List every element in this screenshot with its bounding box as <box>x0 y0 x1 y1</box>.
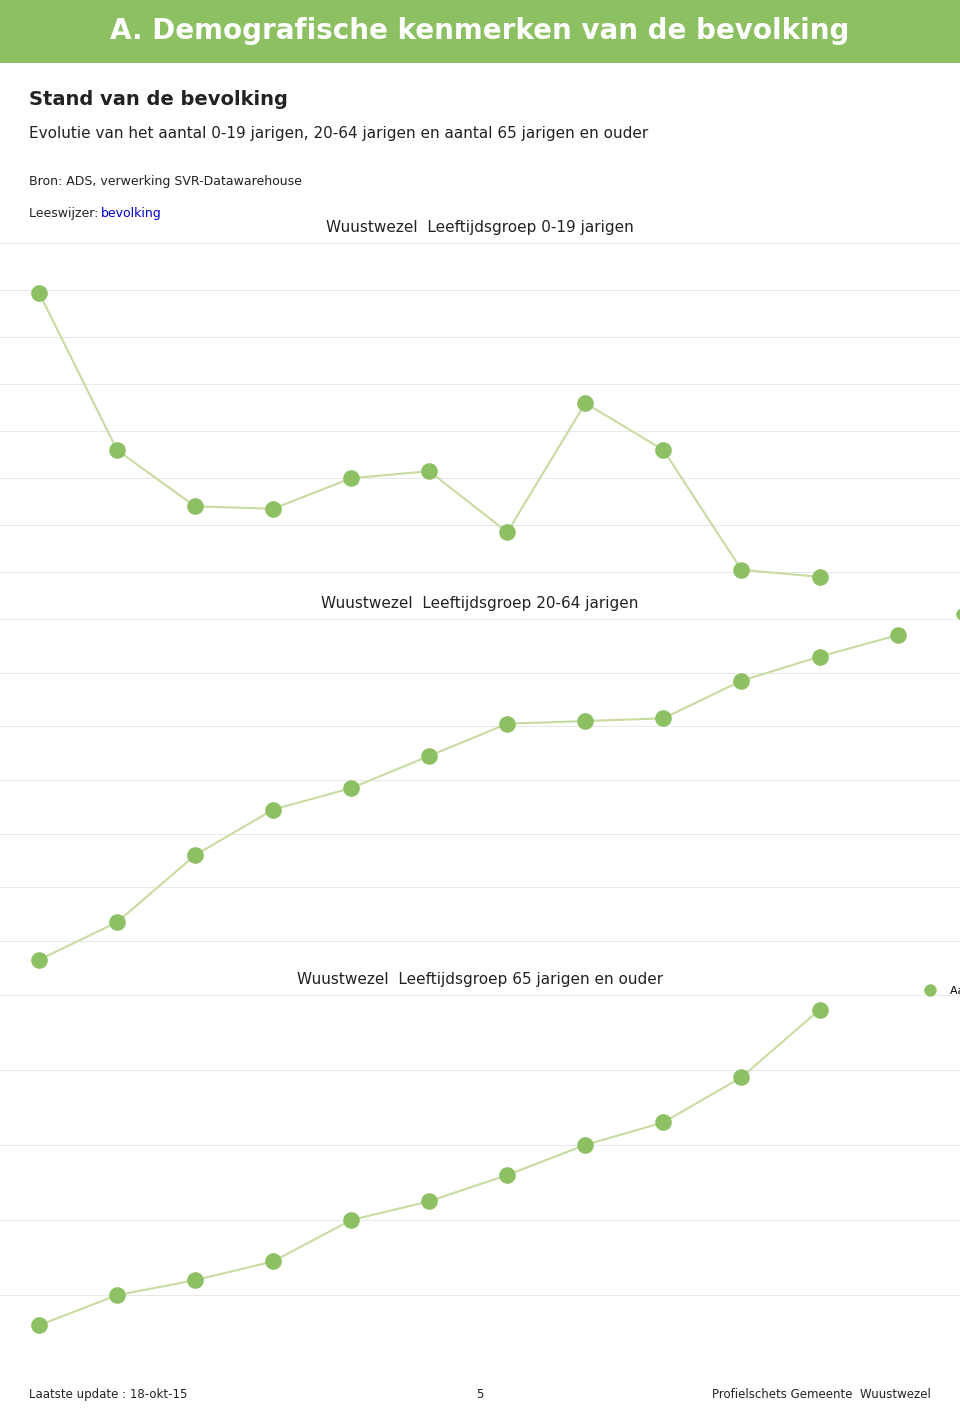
Point <box>812 999 828 1022</box>
Text: A. Demografische kenmerken van de bevolking: A. Demografische kenmerken van de bevolk… <box>110 17 850 45</box>
Point <box>656 707 671 729</box>
Point <box>578 392 593 414</box>
Point <box>733 559 749 582</box>
Point <box>421 1191 437 1213</box>
Text: Stand van de bevolking: Stand van de bevolking <box>29 89 288 109</box>
Point <box>499 521 515 543</box>
Point <box>266 498 281 521</box>
Text: Profielschets Gemeente  Wuustwezel: Profielschets Gemeente Wuustwezel <box>712 1388 931 1401</box>
Point <box>344 1209 359 1232</box>
Point <box>499 712 515 735</box>
Point <box>266 799 281 822</box>
Point <box>32 1314 47 1337</box>
Legend: Aantal inwoners (65j en ouder): Aantal inwoners (65j en ouder) <box>914 982 960 1000</box>
Point <box>109 438 125 461</box>
Point <box>266 1250 281 1273</box>
Point <box>187 495 203 518</box>
Point <box>812 646 828 668</box>
Legend: Aantal inwoners  (20-64j): Aantal inwoners (20-64j) <box>947 606 960 624</box>
Point <box>187 1269 203 1291</box>
Text: 5: 5 <box>476 1388 484 1401</box>
Point <box>656 438 671 461</box>
Title: Wuustwezel  Leeftijdsgroep 0-19 jarigen: Wuustwezel Leeftijdsgroep 0-19 jarigen <box>326 220 634 236</box>
Point <box>733 1066 749 1088</box>
Point <box>109 911 125 934</box>
Point <box>187 844 203 867</box>
Point <box>109 1284 125 1307</box>
Text: Bron: ADS, verwerking SVR-Datawarehouse: Bron: ADS, verwerking SVR-Datawarehouse <box>29 175 301 187</box>
Legend: Aantal inwoners (0-19j): Aantal inwoners (0-19j) <box>957 230 960 250</box>
Text: Leeswijzer:: Leeswijzer: <box>29 207 102 220</box>
Point <box>499 1164 515 1186</box>
Point <box>733 670 749 692</box>
Point <box>421 460 437 482</box>
Point <box>421 745 437 768</box>
Point <box>32 948 47 971</box>
Point <box>344 467 359 490</box>
Title: Wuustwezel  Leeftijdsgroep 20-64 jarigen: Wuustwezel Leeftijdsgroep 20-64 jarigen <box>322 596 638 612</box>
Point <box>656 1111 671 1134</box>
Title: Wuustwezel  Leeftijdsgroep 65 jarigen en ouder: Wuustwezel Leeftijdsgroep 65 jarigen en … <box>297 972 663 986</box>
Point <box>812 565 828 587</box>
Point <box>578 710 593 732</box>
Text: Laatste update : 18-okt-15: Laatste update : 18-okt-15 <box>29 1388 187 1401</box>
Text: Evolutie van het aantal 0-19 jarigen, 20-64 jarigen en aantal 65 jarigen en oude: Evolutie van het aantal 0-19 jarigen, 20… <box>29 126 648 140</box>
Point <box>578 1134 593 1156</box>
Text: bevolking: bevolking <box>101 207 161 220</box>
Point <box>890 624 905 647</box>
Point <box>32 281 47 304</box>
Point <box>344 776 359 799</box>
